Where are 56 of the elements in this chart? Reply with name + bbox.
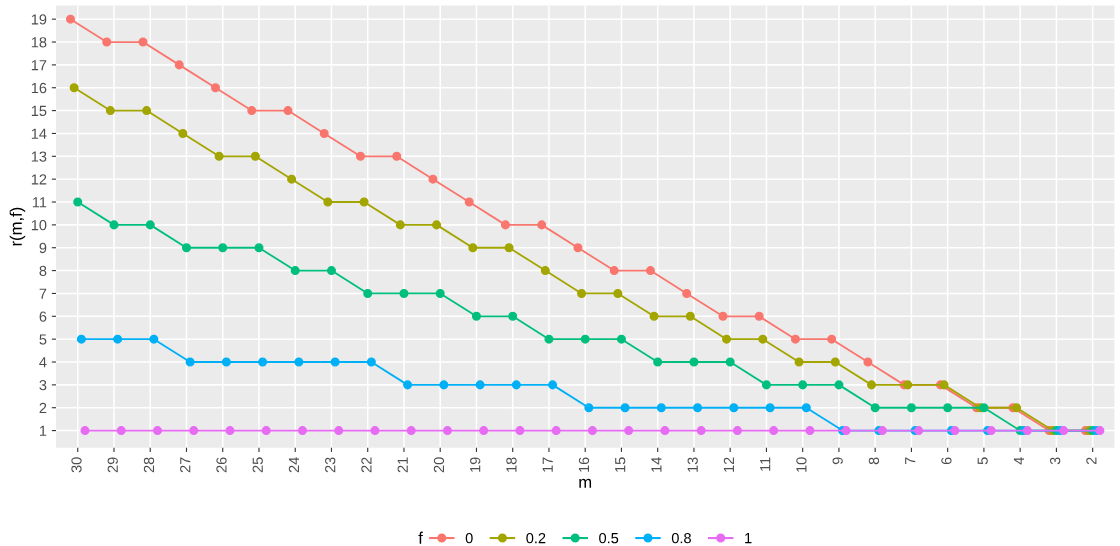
y-tick-label: 11: [32, 197, 47, 208]
x-tick-label: 20: [433, 457, 445, 473]
y-tick-label: 2: [39, 402, 47, 414]
x-tick-label: 12: [723, 457, 734, 472]
x-tick-label: 11: [760, 457, 771, 471]
x-tick-label: 21: [397, 457, 408, 473]
x-tick-label: 18: [506, 457, 517, 472]
x-tick-label: 17: [542, 457, 553, 472]
x-tick-label: 8: [868, 457, 880, 465]
x-tick-label: 28: [143, 457, 155, 473]
y-tick-label: 10: [31, 219, 47, 231]
x-tick-label: 24: [288, 457, 299, 473]
legend-label: 1: [745, 533, 752, 544]
x-tick-label: 15: [615, 457, 626, 472]
x-tick-label: 23: [325, 457, 336, 473]
legend-label: 0: [465, 532, 473, 544]
y-tick-label: 19: [31, 14, 47, 25]
y-tick-label: 6: [39, 311, 47, 322]
x-tick-label: 9: [832, 457, 843, 465]
y-tick-label: 9: [39, 242, 47, 254]
y-tick-label: 13: [31, 151, 47, 162]
x-tick-label: 30: [71, 457, 82, 473]
x-tick-label: 19: [470, 457, 481, 472]
y-tick-label: 16: [31, 82, 47, 94]
x-tick-label: 2: [1086, 457, 1097, 465]
legend-label: 0.5: [599, 532, 619, 544]
x-tick-label: 29: [107, 457, 118, 473]
y-tick-label: 12: [31, 174, 47, 185]
y-tick-label: 15: [31, 105, 47, 117]
x-tick-label: 27: [180, 457, 191, 473]
y-tick-label: 4: [39, 357, 47, 368]
x-tick-label: 25: [252, 457, 263, 473]
x-tick-label: 4: [1013, 457, 1024, 465]
x-tick-label: 5: [977, 457, 988, 465]
x-tick-label: 13: [687, 457, 698, 472]
x-tick-label: 10: [796, 457, 807, 472]
legend-label: 0.2: [526, 532, 546, 544]
y-tick-label: 3: [39, 379, 47, 391]
x-axis-title: m: [579, 478, 592, 488]
y-axis-title: r(m,f): [9, 207, 26, 246]
x-tick-label: 3: [1049, 457, 1061, 465]
legend-title: f: [418, 531, 423, 544]
y-tick-label: 8: [39, 265, 47, 277]
x-tick-label: 6: [941, 457, 952, 465]
y-tick-label: 18: [31, 37, 47, 48]
legend-label: 0.8: [671, 532, 691, 544]
x-tick-label: 26: [216, 457, 227, 473]
y-tick-label: 5: [39, 334, 47, 345]
y-tick-label: 7: [39, 288, 47, 299]
x-tick-label: 16: [578, 457, 590, 472]
x-tick-label: 14: [651, 457, 662, 472]
y-tick-label: 1: [39, 425, 47, 436]
y-tick-label: 14: [31, 128, 47, 139]
x-tick-label: 22: [361, 457, 372, 473]
x-tick-label: 7: [905, 457, 916, 465]
y-tick-label: 17: [31, 60, 47, 71]
